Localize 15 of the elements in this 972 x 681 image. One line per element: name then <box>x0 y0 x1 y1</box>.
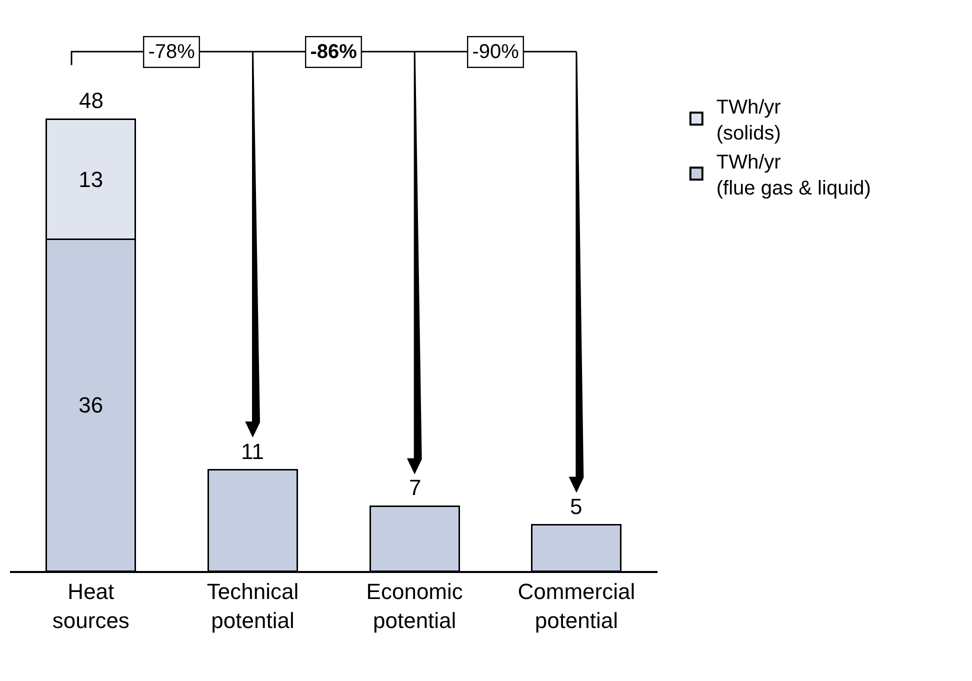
legend-label: TWh/yr (solids) <box>716 96 782 144</box>
text: -86% <box>310 41 358 64</box>
total-label: 48 <box>79 88 104 113</box>
text: -90% <box>472 41 520 64</box>
total-label: 5 <box>570 494 582 519</box>
data-label: 13 <box>78 166 104 192</box>
x-tick-label: Technical potential <box>206 579 299 633</box>
x-tick-label: Heat sources <box>52 579 130 633</box>
data-label: 36 <box>78 392 104 418</box>
x-tick-label: Economic potential <box>366 579 463 633</box>
text: -78% <box>148 41 196 64</box>
legend-label: TWh/yr (flue gas & liquid) <box>716 151 871 200</box>
total-label: 11 <box>241 439 264 464</box>
total-label: 7 <box>409 475 422 500</box>
x-tick-label: Commercial potential <box>518 579 636 633</box>
